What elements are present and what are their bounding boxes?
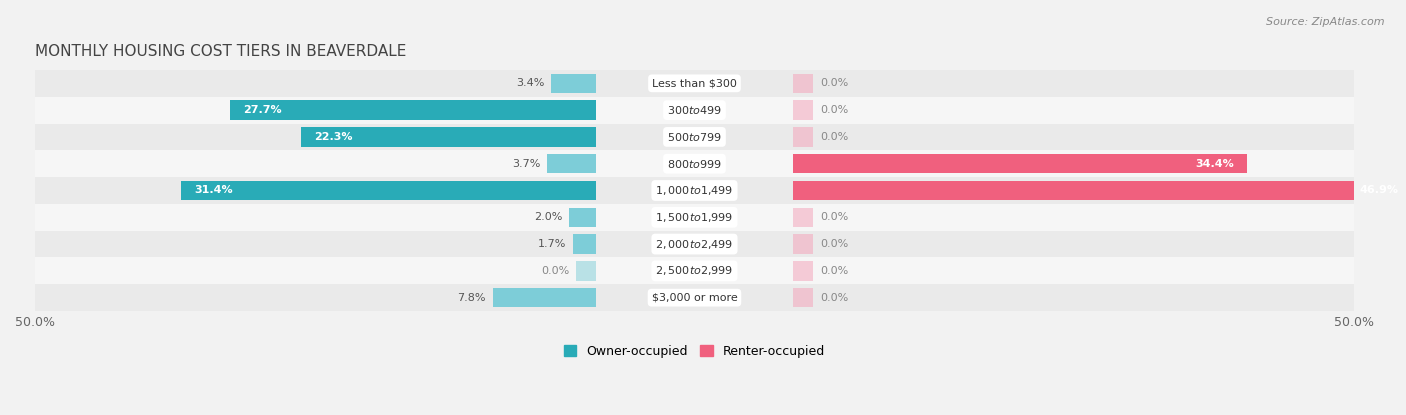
Bar	[35, 97, 1354, 124]
Bar	[35, 204, 1354, 231]
Text: $1,500 to $1,999: $1,500 to $1,999	[655, 211, 734, 224]
Bar	[35, 70, 1354, 97]
Text: 0.0%: 0.0%	[541, 266, 569, 276]
Text: $1,000 to $1,499: $1,000 to $1,499	[655, 184, 734, 197]
Bar	[231, 100, 596, 120]
Bar	[793, 127, 813, 146]
Text: 7.8%: 7.8%	[457, 293, 486, 303]
Text: Source: ZipAtlas.com: Source: ZipAtlas.com	[1267, 17, 1385, 27]
Bar	[569, 208, 596, 227]
Text: 31.4%: 31.4%	[194, 186, 233, 195]
Bar	[793, 234, 813, 254]
Legend: Owner-occupied, Renter-occupied: Owner-occupied, Renter-occupied	[564, 345, 825, 358]
Bar	[35, 150, 1354, 177]
Bar	[574, 234, 596, 254]
Text: 27.7%: 27.7%	[243, 105, 283, 115]
Text: 0.0%: 0.0%	[820, 293, 848, 303]
Text: 0.0%: 0.0%	[820, 78, 848, 88]
Bar	[35, 124, 1354, 150]
Bar	[793, 181, 1406, 200]
Bar	[35, 257, 1354, 284]
Text: 0.0%: 0.0%	[820, 212, 848, 222]
Text: 22.3%: 22.3%	[315, 132, 353, 142]
Text: $800 to $999: $800 to $999	[666, 158, 721, 170]
Bar	[793, 154, 1247, 173]
Text: MONTHLY HOUSING COST TIERS IN BEAVERDALE: MONTHLY HOUSING COST TIERS IN BEAVERDALE	[35, 44, 406, 59]
Bar	[793, 74, 813, 93]
Text: $500 to $799: $500 to $799	[666, 131, 721, 143]
Text: 0.0%: 0.0%	[820, 239, 848, 249]
Bar	[793, 288, 813, 307]
Text: $2,500 to $2,999: $2,500 to $2,999	[655, 264, 734, 277]
Bar	[35, 284, 1354, 311]
Bar	[35, 231, 1354, 257]
Text: 46.9%: 46.9%	[1360, 186, 1399, 195]
Bar	[492, 288, 596, 307]
Bar	[793, 208, 813, 227]
Text: 0.0%: 0.0%	[820, 266, 848, 276]
Text: 2.0%: 2.0%	[534, 212, 562, 222]
Bar	[547, 154, 596, 173]
Text: 1.7%: 1.7%	[538, 239, 567, 249]
Text: $3,000 or more: $3,000 or more	[651, 293, 737, 303]
Text: 3.7%: 3.7%	[512, 159, 540, 169]
Bar	[35, 177, 1354, 204]
Text: 0.0%: 0.0%	[820, 105, 848, 115]
Text: $300 to $499: $300 to $499	[666, 104, 721, 116]
Text: 34.4%: 34.4%	[1195, 159, 1234, 169]
Text: 3.4%: 3.4%	[516, 78, 544, 88]
Text: $2,000 to $2,499: $2,000 to $2,499	[655, 237, 734, 251]
Bar	[793, 100, 813, 120]
Bar	[793, 261, 813, 281]
Bar	[301, 127, 596, 146]
Bar	[551, 74, 596, 93]
Text: Less than $300: Less than $300	[652, 78, 737, 88]
Text: 0.0%: 0.0%	[820, 132, 848, 142]
Bar	[576, 261, 596, 281]
Bar	[181, 181, 596, 200]
